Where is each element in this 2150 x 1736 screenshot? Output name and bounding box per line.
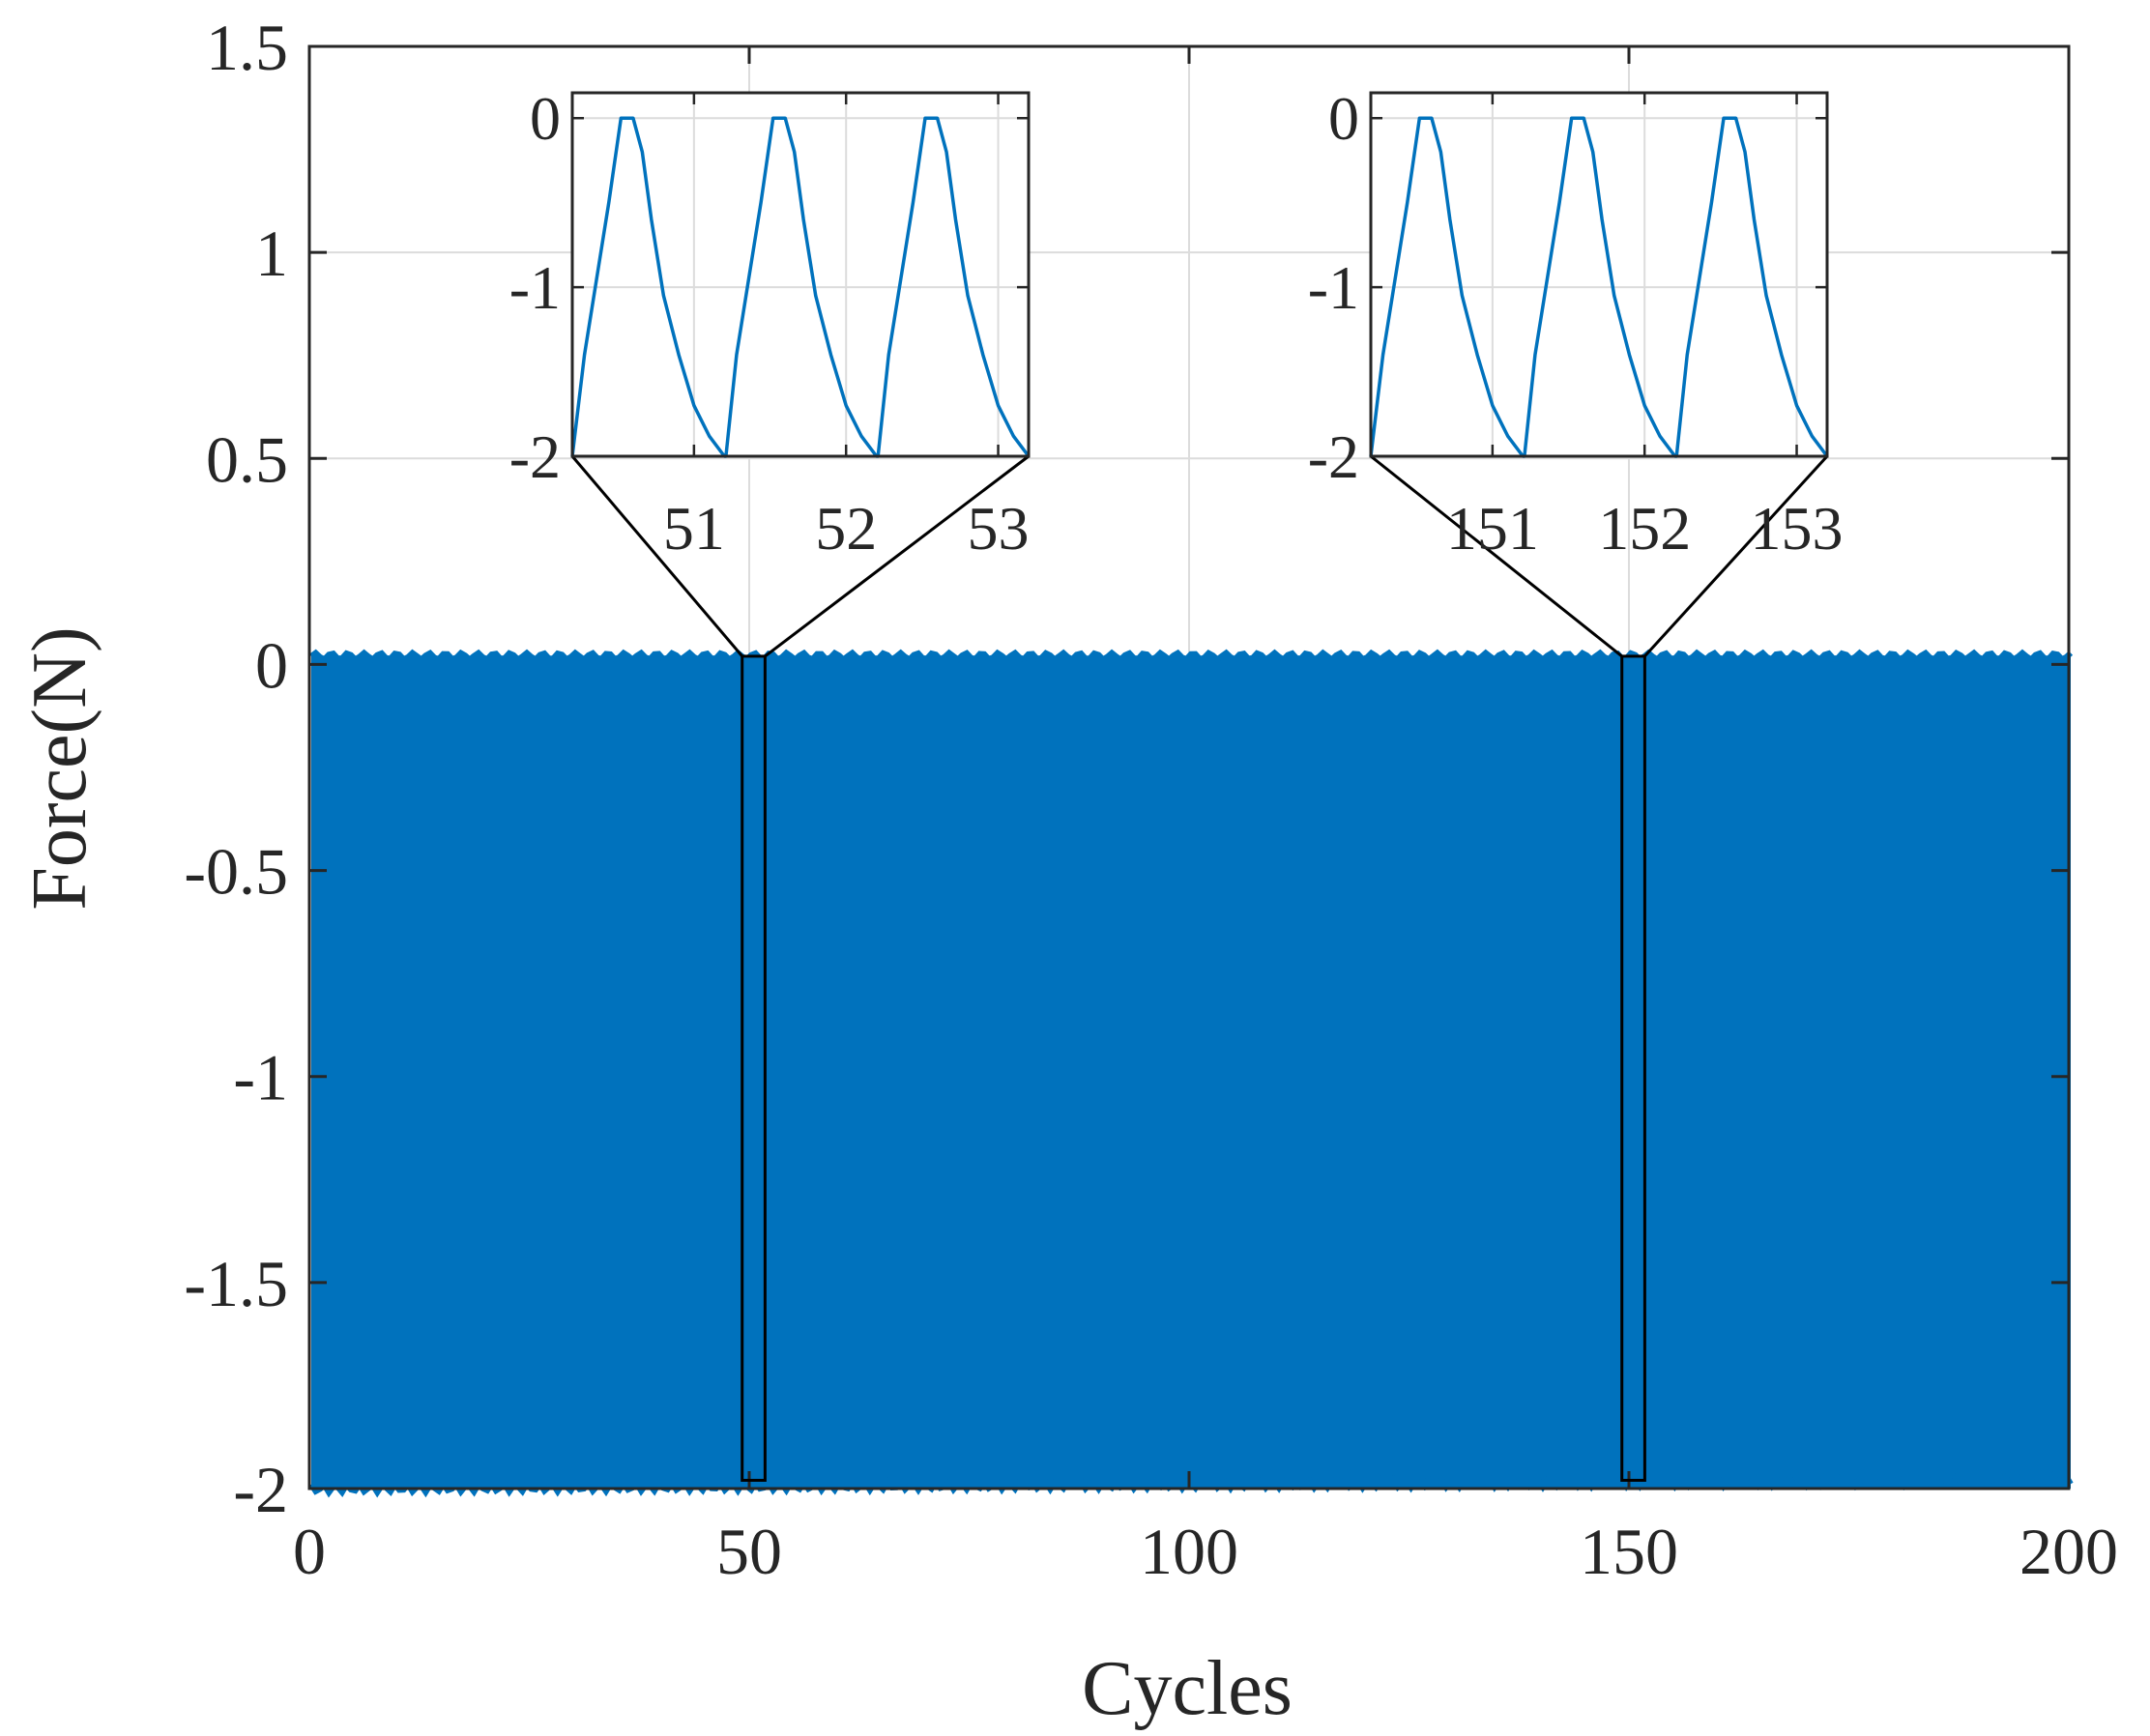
y-tick-label: -1.5: [184, 1247, 288, 1320]
inset-chart-1: 51 52 53 -2 -1 0: [509, 84, 1031, 563]
y-tick-label: 0: [255, 628, 288, 702]
inset-x-tick-label: 152: [1598, 494, 1691, 563]
inset-y-tick-label: -1: [509, 253, 561, 322]
inset-x-tick-label: 53: [968, 494, 1030, 563]
x-tick-label: 0: [293, 1515, 326, 1588]
inset-background: [1371, 93, 1827, 456]
inset-force-line: [570, 116, 1031, 458]
zoom-connectors: [570, 454, 1829, 658]
x-tick-label: 50: [716, 1515, 782, 1588]
main-x-tick-labels: 0 50 100 150 200: [293, 1515, 2118, 1588]
zoom-box-2: [1620, 654, 1646, 1482]
inset-axes-box: [1369, 91, 1829, 458]
main-axes: [307, 44, 2071, 1490]
inset-axes-box: [570, 91, 1031, 458]
y-tick-label: -2: [233, 1453, 288, 1526]
zoom-boxes: [741, 654, 1646, 1482]
zoom-connector-right: [764, 454, 1030, 658]
inset-y-tick-label: -2: [1308, 422, 1359, 491]
inset-y-tick-label: -1: [1308, 253, 1359, 322]
main-series: [308, 649, 2074, 1498]
inset-y-tick-label: -2: [509, 422, 561, 491]
inset-chart-2: 151 152 153 -2 -1 0: [1308, 84, 1844, 563]
force-series-top-edge: [309, 649, 2074, 664]
zoom-box-1: [741, 654, 767, 1482]
inset-x-tick-label: 52: [815, 494, 877, 563]
inset-force-line: [1369, 116, 1829, 458]
inset-x-tick-label: 151: [1446, 494, 1539, 563]
zoom-connector-left: [1370, 454, 1623, 658]
x-tick-label: 200: [2019, 1515, 2118, 1588]
x-tick-label: 150: [1580, 1515, 1678, 1588]
inset-background: [572, 93, 1029, 456]
inset-x-tick-label: 51: [663, 494, 725, 563]
inset-x-tick-label: 153: [1751, 494, 1844, 563]
y-axis-title: Force(N): [17, 626, 102, 910]
inset-y-tick-label: 0: [530, 84, 561, 153]
y-tick-label: 0.5: [206, 422, 288, 496]
zoom-connector-right: [1643, 454, 1829, 657]
y-tick-label: 1: [255, 217, 288, 290]
y-tick-label: 1.5: [206, 11, 288, 84]
y-tick-label: -1: [233, 1041, 288, 1114]
x-tick-label: 100: [1140, 1515, 1238, 1588]
x-axis-title: Cycles: [1082, 1646, 1293, 1731]
zoom-connector-left: [570, 455, 743, 657]
main-chart: 0 50 100 150 200 -2 -1.5 -1 -0.5 0 0.5 1 1.5 Cycles…: [17, 11, 2118, 1731]
inset-y-tick-label: 0: [1328, 84, 1359, 153]
force-series-band: [311, 655, 2071, 1489]
y-tick-label: -0.5: [184, 835, 288, 909]
main-y-tick-labels: -2 -1.5 -1 -0.5 0 0.5 1 1.5: [184, 11, 288, 1526]
